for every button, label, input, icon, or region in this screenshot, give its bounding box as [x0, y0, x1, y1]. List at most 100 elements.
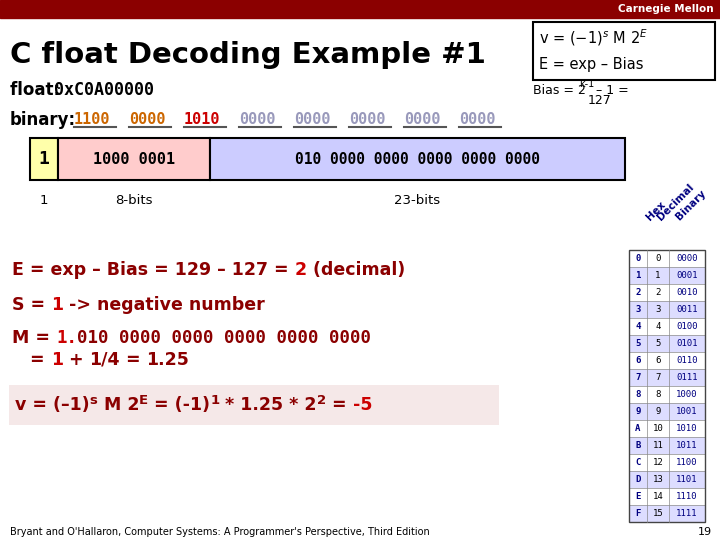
Text: 0xC0A00000: 0xC0A00000 [54, 81, 154, 99]
Text: 8: 8 [655, 390, 661, 399]
Text: 0000: 0000 [129, 112, 166, 127]
Text: =: = [120, 351, 146, 369]
Text: 9: 9 [655, 407, 661, 416]
Text: 0101: 0101 [676, 339, 698, 348]
Text: 12: 12 [652, 458, 663, 467]
Text: 0000: 0000 [404, 112, 441, 127]
Text: 1: 1 [39, 150, 50, 168]
Text: 1: 1 [635, 271, 641, 280]
Text: 0000: 0000 [459, 112, 495, 127]
Text: 1: 1 [40, 194, 48, 207]
Bar [58, 138, 210, 180]
Bar [0, 0, 720, 18]
Text: Binary: Binary [674, 188, 708, 222]
Text: 7: 7 [635, 373, 641, 382]
Bar [629, 420, 705, 437]
Text: 23-bits: 23-bits [395, 194, 441, 207]
Text: 1111: 1111 [676, 509, 698, 518]
Text: 1011: 1011 [676, 441, 698, 450]
Text: 1: 1 [210, 394, 220, 407]
Text: 3: 3 [635, 305, 641, 314]
Bar [629, 386, 705, 403]
Bar [629, 471, 705, 488]
Text: 1000: 1000 [676, 390, 698, 399]
Text: binary:: binary: [10, 111, 76, 129]
Bar [629, 352, 705, 369]
Text: 7: 7 [655, 373, 661, 382]
Text: 1: 1 [51, 296, 63, 314]
Text: 0000: 0000 [239, 112, 276, 127]
Text: 1.25: 1.25 [146, 351, 189, 369]
Text: 3: 3 [655, 305, 661, 314]
Text: 4: 4 [655, 322, 661, 331]
Text: 1001: 1001 [676, 407, 698, 416]
Text: -> negative number: -> negative number [63, 296, 265, 314]
Text: 0100: 0100 [676, 322, 698, 331]
Text: 6: 6 [635, 356, 641, 365]
Text: 1110: 1110 [676, 492, 698, 501]
Text: k-1: k-1 [579, 79, 594, 89]
Text: v = (–1): v = (–1) [15, 396, 89, 414]
Text: E = exp – Bias = 129 – 127 =: E = exp – Bias = 129 – 127 = [12, 261, 294, 279]
Text: Hex: Hex [644, 199, 667, 222]
Text: 6: 6 [655, 356, 661, 365]
Bar [9, 385, 499, 425]
Bar [629, 488, 705, 505]
Text: C float Decoding Example #1: C float Decoding Example #1 [10, 41, 486, 69]
Text: 0000: 0000 [349, 112, 385, 127]
Text: 1: 1 [50, 351, 63, 369]
Text: 10: 10 [652, 424, 663, 433]
Text: M =: M = [12, 329, 56, 347]
Text: Bias = 2: Bias = 2 [533, 84, 586, 97]
Text: 8-bits: 8-bits [115, 194, 153, 207]
Text: 0010: 0010 [676, 288, 698, 297]
Text: =: = [12, 351, 50, 369]
Text: 1010: 1010 [676, 424, 698, 433]
Bar [629, 403, 705, 420]
Text: 13: 13 [652, 475, 663, 484]
Bar [629, 267, 705, 284]
Text: 2: 2 [635, 288, 641, 297]
Bar [629, 437, 705, 454]
Text: 127: 127 [588, 94, 612, 107]
Text: 1100: 1100 [676, 458, 698, 467]
Text: A: A [635, 424, 641, 433]
Text: 0000: 0000 [294, 112, 330, 127]
Text: 0111: 0111 [676, 373, 698, 382]
Text: 8: 8 [635, 390, 641, 399]
Text: C: C [635, 458, 641, 467]
Text: 0: 0 [655, 254, 661, 263]
Text: 0000: 0000 [676, 254, 698, 263]
Text: 0110: 0110 [676, 356, 698, 365]
Text: 11: 11 [652, 441, 663, 450]
Text: 2: 2 [317, 394, 326, 407]
Text: 5: 5 [655, 339, 661, 348]
Text: 9: 9 [635, 407, 641, 416]
Bar [629, 454, 705, 471]
Text: 010 0000 0000 0000 0000 0000: 010 0000 0000 0000 0000 0000 [77, 329, 371, 347]
Bar [629, 284, 705, 301]
Bar [629, 369, 705, 386]
Text: 1/4: 1/4 [89, 351, 120, 369]
Bar [629, 505, 705, 522]
Text: 2: 2 [655, 288, 661, 297]
Bar [533, 22, 715, 80]
Text: – 1 =: – 1 = [592, 84, 629, 97]
Text: S =: S = [12, 296, 51, 314]
Text: Carnegie Mellon: Carnegie Mellon [618, 4, 714, 14]
Text: 4: 4 [635, 322, 641, 331]
Text: 0: 0 [635, 254, 641, 263]
Text: 5: 5 [635, 339, 641, 348]
Text: 15: 15 [652, 509, 663, 518]
Text: * 1.25 * 2: * 1.25 * 2 [220, 396, 317, 414]
Text: 1.: 1. [56, 329, 77, 347]
Text: 010 0000 0000 0000 0000 0000: 010 0000 0000 0000 0000 0000 [295, 152, 540, 166]
Text: 1010: 1010 [184, 112, 220, 127]
Bar [629, 335, 705, 352]
Text: 2: 2 [294, 261, 307, 279]
Text: D: D [635, 475, 641, 484]
Bar [629, 301, 705, 318]
Text: E: E [139, 394, 148, 407]
Bar [629, 318, 705, 335]
Text: M 2: M 2 [97, 396, 139, 414]
